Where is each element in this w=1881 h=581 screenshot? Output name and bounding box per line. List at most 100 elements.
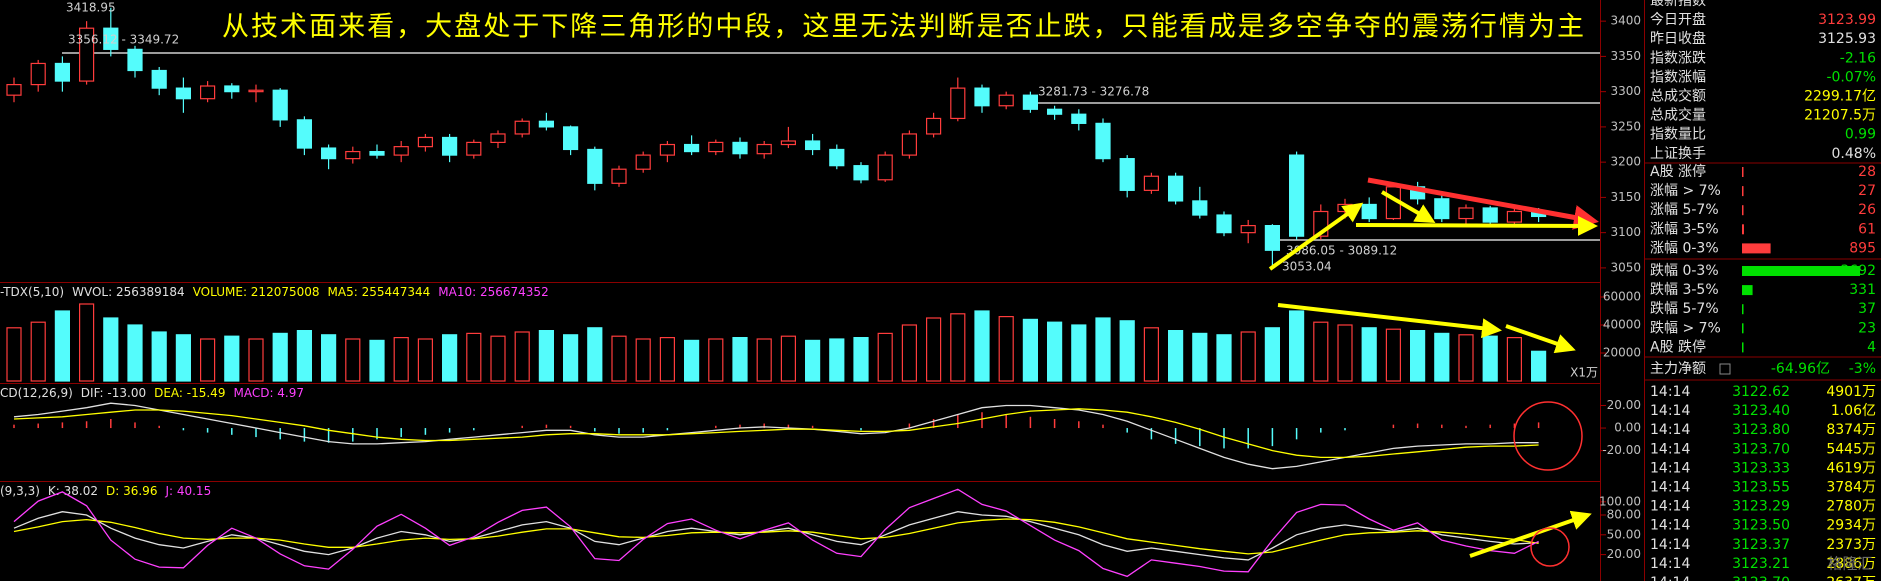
- tick-time: 14:14: [1650, 384, 1690, 400]
- watermark: 格隆汇: [1827, 555, 1872, 573]
- quote-label: 总成交额: [1650, 88, 1706, 105]
- header-item: DEA: -15.49: [154, 386, 225, 400]
- volume-bar: [1264, 327, 1281, 382]
- candle-body: [321, 147, 337, 160]
- candle-body: [1046, 108, 1063, 115]
- breadth-count: 27: [1858, 183, 1876, 199]
- candle-body: [175, 87, 191, 100]
- candle-body: [538, 120, 555, 128]
- tick-time: 14:14: [1650, 499, 1690, 515]
- tick-volume: 2886万: [1826, 556, 1876, 572]
- breadth-label: 跌幅 0-3%: [1650, 263, 1719, 279]
- volume-bar: [1071, 324, 1087, 382]
- candle-body: [925, 117, 942, 135]
- y-tick-label: 0.00: [1614, 421, 1641, 435]
- volume-bar: [562, 334, 579, 382]
- breadth-bar: [1742, 285, 1753, 296]
- candle-body: [369, 150, 385, 156]
- volume-bar: [514, 331, 530, 382]
- candle-body: [635, 154, 651, 170]
- volume-bar: [54, 310, 71, 382]
- quote-value: 0.99: [1845, 127, 1876, 143]
- candle-body: [224, 85, 240, 93]
- breadth-bar: [1742, 243, 1771, 254]
- breadth-count: 28: [1858, 164, 1876, 180]
- breadth-count: 4: [1867, 339, 1876, 355]
- volume-bar: [925, 317, 942, 382]
- quote-value: 3123.99: [1818, 12, 1876, 28]
- volume-unit: X1万: [1570, 366, 1598, 380]
- volume-bar: [1143, 327, 1160, 382]
- volume-bar: [950, 313, 966, 382]
- candle-body: [562, 126, 579, 151]
- tick-volume: 1.06亿: [1831, 403, 1876, 419]
- volume-bar: [417, 338, 433, 382]
- candle-body: [296, 119, 312, 149]
- volume-bar: [369, 339, 385, 382]
- volume-bar: [998, 316, 1014, 382]
- breadth-label: 涨幅 5-7%: [1650, 202, 1719, 218]
- candle-body: [1167, 175, 1184, 202]
- volume-bar: [877, 332, 893, 382]
- markup-arrows: [1268, 177, 1599, 567]
- breadth-bar: [1742, 342, 1744, 353]
- volume-bar: [611, 335, 627, 382]
- candle-body: [1288, 154, 1305, 237]
- candle-body: [30, 62, 46, 86]
- candle-body: [683, 143, 700, 153]
- annotation: 3086.05 - 3089.12: [1286, 244, 1397, 258]
- y-tick-label: 3400: [1610, 14, 1641, 28]
- volume-bar: [1167, 330, 1184, 382]
- breadth-label: 跌幅 3-5%: [1650, 282, 1719, 298]
- tick-price: 3123.29: [1732, 499, 1790, 515]
- indicator-line: [13, 402, 1539, 470]
- volume-bar: [151, 331, 167, 382]
- volume-bar: [974, 310, 990, 382]
- quote-label: 总成交量: [1650, 107, 1706, 124]
- y-tick-label: 50.00: [1607, 527, 1641, 541]
- annotation: 3053.04: [1282, 260, 1332, 274]
- panel-borders: [0, 0, 1645, 581]
- breadth-count: 3692: [1840, 263, 1876, 279]
- y-tick-label: 100.00: [1599, 494, 1641, 508]
- candle-body: [829, 148, 845, 167]
- tick-time: 14:14: [1650, 480, 1690, 496]
- candle-body: [417, 136, 433, 148]
- quote-value: 2299.17亿: [1804, 89, 1876, 105]
- annotation: 3356.12 - 3349.72: [68, 33, 179, 47]
- quote-label: 指数涨幅: [1650, 69, 1706, 85]
- candle-body: [6, 83, 22, 96]
- arrow: [1268, 202, 1364, 271]
- candle-body: [151, 69, 167, 89]
- breadth-label: 跌幅 5-7%: [1650, 301, 1719, 317]
- volume-bar: [321, 334, 337, 382]
- volume-bar: [780, 335, 797, 382]
- volume-bar: [1216, 334, 1232, 382]
- candle-body: [974, 87, 990, 107]
- volume-bar: [708, 338, 724, 382]
- breadth-count: 61: [1858, 221, 1876, 237]
- header-item: VOLUME: 212075008: [193, 285, 320, 299]
- breadth-count: 37: [1858, 301, 1876, 317]
- candle-body: [1482, 207, 1498, 223]
- candle-body: [1361, 203, 1377, 220]
- y-tick-label: 20000: [1603, 346, 1641, 360]
- candle-body: [1264, 225, 1281, 251]
- header-item: (9,3,3): [0, 484, 40, 498]
- breadth-bar: [1742, 186, 1744, 197]
- tick-price: 3123.80: [1732, 422, 1790, 438]
- tick-volume: 4619万: [1826, 460, 1876, 476]
- breadth-label: A股 涨停: [1650, 163, 1706, 180]
- candle-body: [756, 143, 772, 155]
- tick-time: 14:14: [1650, 460, 1690, 476]
- volume-bar: [635, 338, 651, 382]
- candle-body: [901, 133, 918, 156]
- y-tick-label: 80.00: [1607, 508, 1641, 522]
- y-tick-label: 3200: [1610, 155, 1641, 169]
- y-tick-label: 3150: [1610, 190, 1641, 204]
- volume-bar: [1409, 330, 1426, 382]
